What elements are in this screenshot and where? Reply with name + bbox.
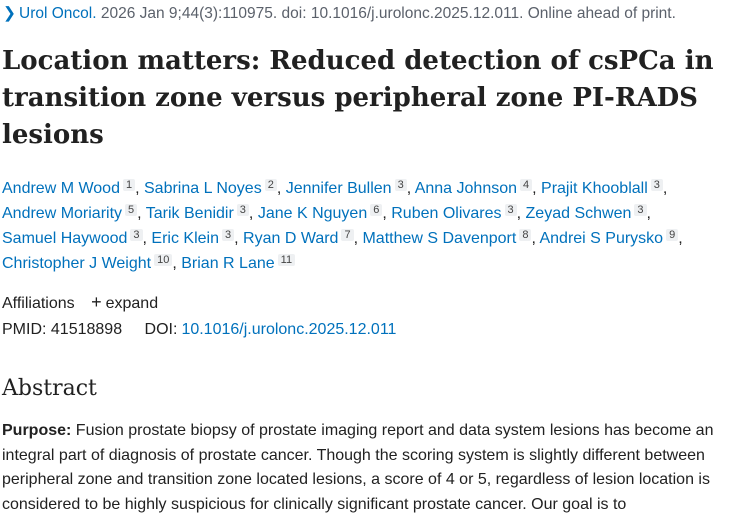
author-separator: , [382,205,391,222]
author-name-link[interactable]: Matthew S Davenport [362,230,516,247]
abstract-line: Purpose: Fusion prostate biopsy of prost… [2,419,747,444]
author-name-link[interactable]: Anna Johnson [415,180,517,197]
author-separator: , [234,230,243,247]
identifiers-row: PMID: 41518898 DOI:10.1016/j.urolonc.202… [2,320,396,340]
affiliation-number[interactable]: 1 [123,179,135,191]
author-separator: , [517,205,526,222]
abstract-line: integral part of diagnosis of prostate c… [2,444,747,469]
author-name-link[interactable]: Eric Klein [151,230,219,247]
affiliation-number[interactable]: 7 [341,229,353,241]
affiliations-row: Affiliations +expand [2,292,158,314]
title-line: lesions [2,120,104,150]
affiliations-label: Affiliations [2,295,75,312]
expand-affiliations-button[interactable]: +expand [91,295,158,312]
author-name-link[interactable]: Tarik Benidir [146,205,234,222]
abstract-body: Purpose: Fusion prostate biopsy of prost… [2,419,747,517]
author-name-link[interactable]: Jane K Nguyen [258,205,367,222]
affiliation-number[interactable]: 5 [125,204,137,216]
author-separator: , [678,230,682,247]
chevron-right-icon[interactable]: ❯ [3,4,19,24]
author-name-link[interactable]: Andrew Moriarity [2,205,122,222]
author-separator: , [135,180,144,197]
author-separator: , [277,180,286,197]
doi-link[interactable]: 10.1016/j.urolonc.2025.12.011 [181,321,396,338]
author-separator: , [407,180,415,197]
author-name-link[interactable]: Brian R Lane [181,255,274,272]
affiliation-number[interactable]: 10 [154,254,172,266]
author-name-link[interactable]: Andrew M Wood [2,180,120,197]
affiliation-number[interactable]: 3 [395,179,407,191]
expand-label: expand [106,295,159,312]
author-name-link[interactable]: Sabrina L Noyes [144,180,262,197]
affiliation-number[interactable]: 4 [520,179,532,191]
pmid-value: 41518898 [51,321,122,338]
author-separator: , [249,205,258,222]
author: Ruben Olivares 3 [391,205,516,222]
abstract-line: considered to be highly suspicious for c… [2,493,747,517]
author-separator: , [137,205,146,222]
title-line: transition zone versus peripheral zone P… [2,83,698,113]
affiliation-number[interactable]: 3 [651,179,663,191]
author-separator: , [172,255,181,272]
author-name-link[interactable]: Zeyad Schwen [526,205,632,222]
abstract-heading: Abstract [2,376,97,401]
article-title: Location matters: Reduced detection of c… [2,43,747,154]
author-name-link[interactable]: Ryan D Ward [243,230,338,247]
purpose-label: Purpose: [2,422,71,439]
affiliation-number[interactable]: 3 [222,229,234,241]
affiliation-number[interactable]: 8 [519,229,531,241]
author-separator: , [532,180,541,197]
author-name-link[interactable]: Jennifer Bullen [286,180,392,197]
affiliation-number[interactable]: 3 [130,229,142,241]
author-separator: , [663,180,667,197]
citation-details: 2026 Jan 9;44(3):110975. doi: 10.1016/j.… [97,5,676,22]
affiliation-number[interactable]: 3 [634,204,646,216]
affiliation-number[interactable]: 3 [505,204,517,216]
author-name-link[interactable]: Prajit Khooblall [541,180,648,197]
affiliation-number[interactable]: 2 [265,179,277,191]
author: Brian R Lane 11 [181,255,295,272]
title-line: Location matters: Reduced detection of c… [2,46,713,76]
author-separator: , [647,205,651,222]
plus-icon: + [91,292,102,312]
doi-label: DOI: [145,321,178,338]
author-name-link[interactable]: Andrei S Purysko [539,230,663,247]
abstract-line-text: Fusion prostate biopsy of prostate imagi… [71,422,713,439]
citation-line: ❯Urol Oncol. 2026 Jan 9;44(3):110975. do… [3,4,748,24]
author-name-link[interactable]: Samuel Haywood [2,230,127,247]
journal-link[interactable]: Urol Oncol. [19,5,97,22]
affiliation-number[interactable]: 9 [666,229,678,241]
affiliation-number[interactable]: 3 [237,204,249,216]
affiliation-number[interactable]: 11 [278,254,295,266]
author-name-link[interactable]: Ruben Olivares [391,205,501,222]
pmid-label: PMID: [2,321,46,338]
abstract-line: peripheral zone and transition zone loca… [2,468,747,493]
author-name-link[interactable]: Christopher J Weight [2,255,151,272]
affiliation-number[interactable]: 6 [370,204,382,216]
